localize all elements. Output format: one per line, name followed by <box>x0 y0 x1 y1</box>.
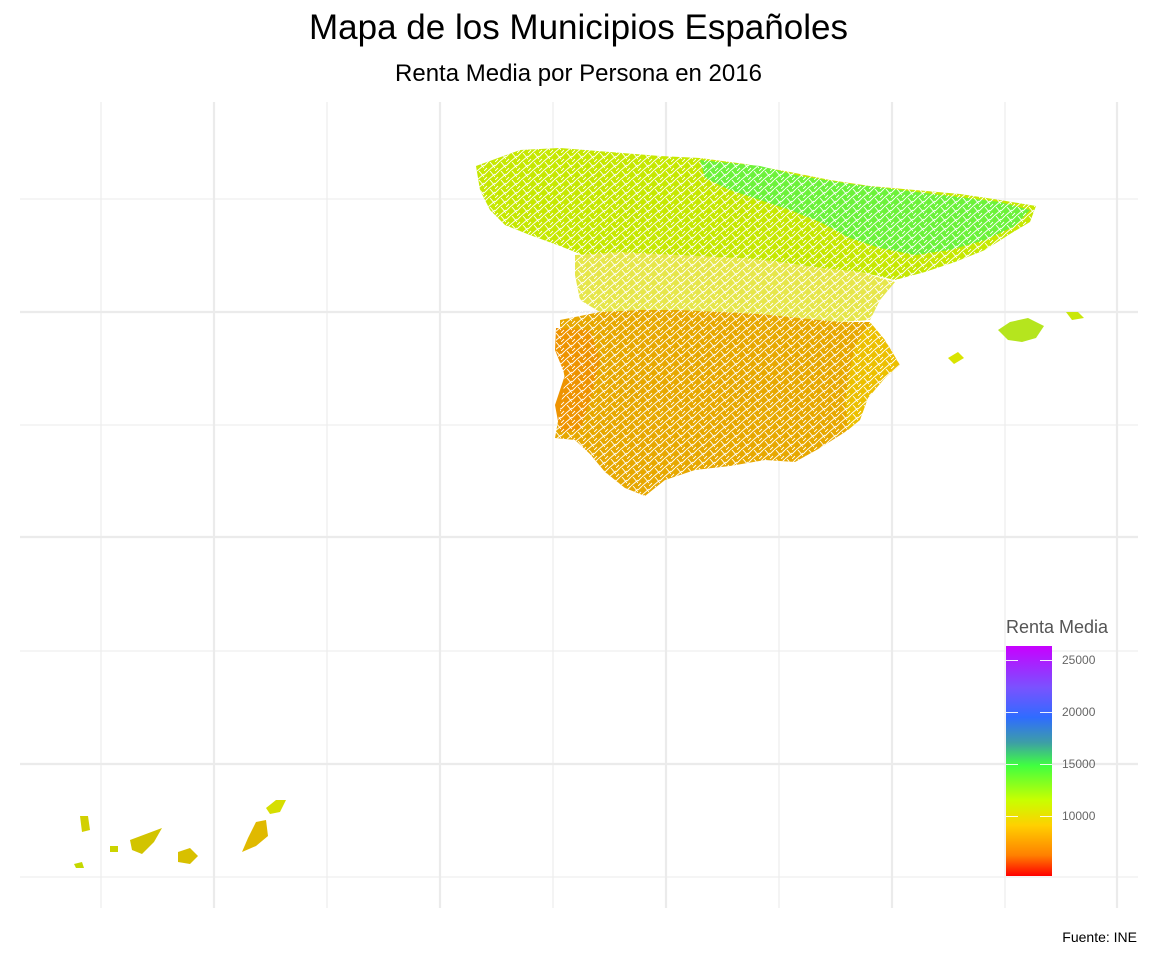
legend-tick-label: 15000 <box>1062 757 1096 772</box>
region-la-palma <box>80 816 90 832</box>
legend-tick-mark <box>1040 711 1052 713</box>
map-title: Mapa de los Municipios Españoles <box>309 8 848 47</box>
legend-tick-label: 20000 <box>1062 704 1096 719</box>
legend-title: Renta Media <box>1006 617 1109 637</box>
legend-tick-mark <box>1006 764 1018 766</box>
region-fuerteventura <box>242 820 268 852</box>
legend-tick-mark <box>1006 816 1018 818</box>
region-ibiza <box>948 352 964 364</box>
municipality-regions <box>74 148 1084 868</box>
legend-tick-mark <box>1040 816 1052 818</box>
map-subtitle: Renta Media por Persona en 2016 <box>395 60 762 87</box>
region-tenerife <box>130 828 162 854</box>
legend-tick-mark <box>1006 659 1018 661</box>
legend-tick-mark <box>1040 659 1052 661</box>
region-mallorca <box>998 318 1044 342</box>
legend-tick-mark <box>1006 711 1018 713</box>
region-gran-canaria <box>178 848 198 864</box>
legend-tick-label: 25000 <box>1062 652 1096 667</box>
source-caption: Fuente: INE <box>1062 929 1137 945</box>
municipality-borders-mainland <box>476 148 1036 496</box>
legend-tick-mark <box>1040 764 1052 766</box>
region-la-gomera <box>110 846 118 852</box>
region-lanzarote <box>266 800 286 814</box>
legend-color-bar <box>1006 646 1052 876</box>
region-el-hierro <box>74 862 84 868</box>
region-menorca <box>1066 312 1084 320</box>
legend-tick-label: 10000 <box>1062 809 1096 824</box>
